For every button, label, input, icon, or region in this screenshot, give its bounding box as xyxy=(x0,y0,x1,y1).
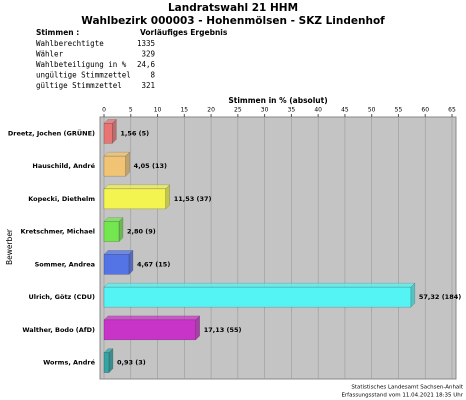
value-label: 2,80 (9) xyxy=(127,228,156,236)
bar xyxy=(103,221,120,242)
x-tick-label: 20 xyxy=(207,107,215,114)
x-tick-label: 40 xyxy=(314,107,322,114)
category-label: Ulrich, Götz (CDU) xyxy=(29,293,96,301)
category-label: Walther, Bodo (AfD) xyxy=(22,326,95,334)
category-label: Dreetz, Jochen (GRÜNE) xyxy=(8,128,95,137)
stats-label: Stimmen : xyxy=(36,28,79,37)
x-tick-label: 35 xyxy=(288,107,296,114)
bar xyxy=(103,254,130,275)
bar xyxy=(103,123,113,144)
stats-row-value: 329 xyxy=(141,50,155,59)
bar xyxy=(103,352,110,373)
x-axis-title: Stimmen in % (absolut) xyxy=(228,96,327,105)
value-label: 11,53 (37) xyxy=(174,195,212,203)
bar xyxy=(103,286,412,308)
value-label: 57,32 (184) xyxy=(419,293,461,301)
value-label: 4,67 (15) xyxy=(137,260,170,268)
stats-row-value: 1335 xyxy=(137,39,155,48)
stats-row-value: 24,6 xyxy=(137,60,156,69)
x-tick-label: 60 xyxy=(421,107,429,114)
bar xyxy=(103,188,166,210)
x-tick-label: 30 xyxy=(261,107,269,114)
x-tick-label: 10 xyxy=(154,107,162,114)
x-tick-label: 5 xyxy=(129,107,133,114)
value-label: 4,05 (13) xyxy=(134,162,167,170)
y-axis-title: Bewerber xyxy=(5,228,14,265)
bar-top xyxy=(103,282,416,288)
category-label: Kopecki, Diethelm xyxy=(28,195,95,203)
footer: Erfassungsstand vom 11.04.2021 18:35 Uhr xyxy=(341,393,463,399)
bar-top xyxy=(103,151,131,157)
bar xyxy=(103,319,196,341)
x-tick-label: 45 xyxy=(341,107,349,114)
stats-row-label: Wahlberechtigte xyxy=(36,39,104,48)
x-tick-label: 0 xyxy=(102,107,106,114)
stats-row-value: 8 xyxy=(150,71,155,80)
bar-top xyxy=(103,250,134,255)
bar xyxy=(103,155,126,177)
stats-row-label: Wahlbeteiligung in % xyxy=(36,60,127,69)
stats-caption: Vorläufiges Ergebnis xyxy=(140,28,228,37)
x-tick-label: 50 xyxy=(368,107,376,114)
x-tick-label: 65 xyxy=(448,107,456,114)
stats-row-label: Wähler xyxy=(36,50,64,59)
category-label: Hauschild, André xyxy=(32,162,95,170)
bar-top xyxy=(103,315,201,321)
x-tick-label: 15 xyxy=(180,107,188,114)
category-label: Kretschmer, Michael xyxy=(21,228,95,236)
value-label: 1,56 (5) xyxy=(120,129,149,137)
subtitle: Wahlbezirk 000003 - Hohenmölsen - SKZ Li… xyxy=(81,15,385,27)
footer: Statistisches Landesamt Sachsen-Anhalt xyxy=(351,385,464,391)
value-label: 0,93 (3) xyxy=(117,359,146,367)
value-label: 17,13 (55) xyxy=(204,326,242,334)
bar-top xyxy=(103,184,171,190)
x-tick-label: 25 xyxy=(234,107,242,114)
stats-row-value: 321 xyxy=(141,81,155,90)
category-label: Sommer, Andrea xyxy=(35,260,95,268)
x-tick-label: 55 xyxy=(395,107,403,114)
stats-row-label: gültige Stimmzettel xyxy=(36,81,122,90)
title: Landratswahl 21 HHM xyxy=(168,2,298,14)
category-label: Worms, André xyxy=(43,359,95,367)
stats-row-label: ungültige Stimmzettel xyxy=(36,71,131,80)
